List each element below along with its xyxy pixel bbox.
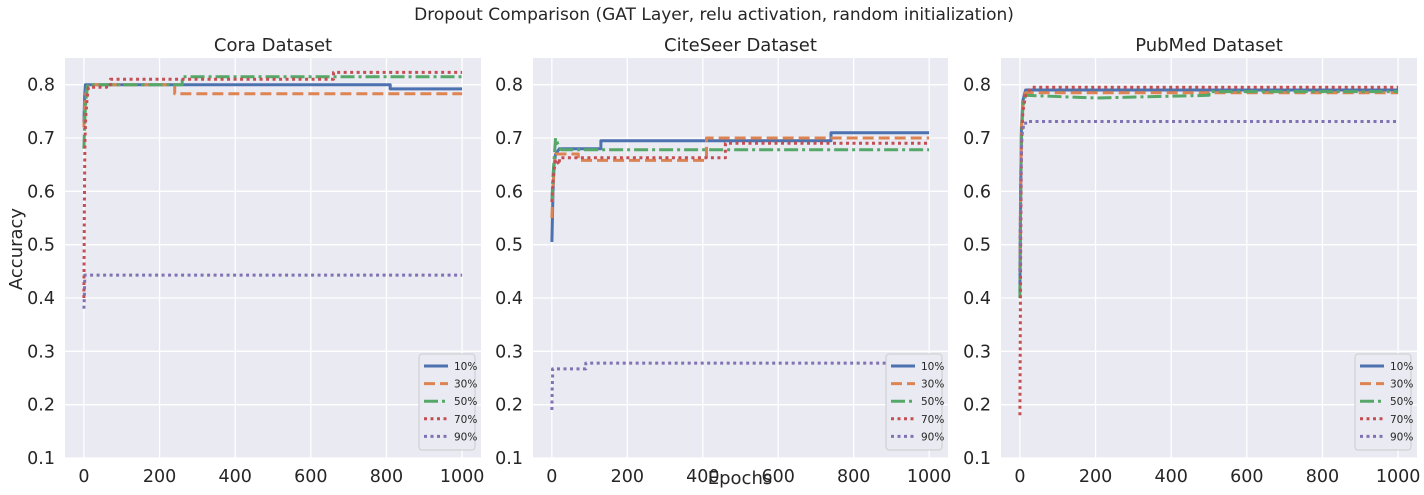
legend-label: 50% bbox=[1390, 396, 1413, 408]
y-tick-label: 0.8 bbox=[963, 76, 991, 96]
plot-background bbox=[533, 58, 948, 458]
x-tick-label: 800 bbox=[370, 467, 403, 487]
x-tick-label: 600 bbox=[294, 467, 327, 487]
x-tick-label: 0 bbox=[78, 467, 89, 487]
y-tick-label: 0.7 bbox=[495, 129, 523, 149]
legend-label: 10% bbox=[921, 361, 944, 373]
legend-label: 30% bbox=[921, 379, 944, 391]
y-tick-label: 0.7 bbox=[963, 129, 991, 149]
plot-background bbox=[65, 58, 481, 458]
x-tick-label: 200 bbox=[1079, 467, 1112, 487]
legend-label: 90% bbox=[921, 431, 944, 443]
legend-box bbox=[418, 353, 476, 451]
chart-panel: 0 200 400 600 800 1000 0.1 0.2 0.3 0.4 0.5 0.6 0.7 0.… bbox=[495, 35, 951, 487]
x-tick-label: 200 bbox=[143, 467, 176, 487]
chart-panel: 0 200 400 600 800 1000 0.1 0.2 0.3 0.4 0.5 0.6 0.7 0.… bbox=[27, 35, 484, 487]
y-tick-label: 0.1 bbox=[27, 449, 55, 469]
legend-label: 50% bbox=[454, 396, 477, 408]
legend-label: 70% bbox=[454, 414, 477, 426]
legend-label: 10% bbox=[1390, 361, 1413, 373]
chart-title: CiteSeer Dataset bbox=[664, 35, 817, 56]
legend-box bbox=[885, 353, 943, 451]
x-tick-label: 0 bbox=[1014, 467, 1025, 487]
y-tick-label: 0.4 bbox=[963, 289, 991, 309]
x-tick-label: 1000 bbox=[1376, 467, 1421, 487]
x-tick-label: 0 bbox=[546, 467, 557, 487]
y-tick-label: 0.6 bbox=[27, 182, 55, 202]
y-tick-label: 0.2 bbox=[495, 396, 523, 416]
y-tick-label: 0.2 bbox=[27, 396, 55, 416]
legend-label: 90% bbox=[1390, 431, 1413, 443]
legend-label: 30% bbox=[1390, 379, 1413, 391]
plot-background bbox=[1001, 58, 1417, 458]
x-tick-label: 200 bbox=[611, 467, 644, 487]
chart-title: Cora Dataset bbox=[214, 35, 332, 56]
legend: 10% 30% 50% 70% 90% bbox=[885, 353, 944, 451]
series-line-90pct bbox=[82, 273, 463, 309]
y-tick-label: 0.2 bbox=[963, 396, 991, 416]
x-tick-label: 1000 bbox=[907, 467, 952, 487]
x-tick-label: 1000 bbox=[440, 467, 485, 487]
y-tick-label: 0.5 bbox=[963, 236, 991, 256]
y-tick-label: 0.6 bbox=[963, 182, 991, 202]
x-tick-label: 800 bbox=[837, 467, 870, 487]
y-tick-label: 0.5 bbox=[495, 236, 523, 256]
y-tick-label: 0.5 bbox=[27, 236, 55, 256]
y-tick-label: 0.4 bbox=[27, 289, 55, 309]
x-tick-label: 400 bbox=[218, 467, 251, 487]
x-tick-label: 600 bbox=[762, 467, 795, 487]
x-tick-label: 400 bbox=[686, 467, 719, 487]
legend-label: 10% bbox=[454, 361, 477, 373]
y-tick-label: 0.6 bbox=[495, 182, 523, 202]
y-tick-label: 0.3 bbox=[27, 342, 55, 362]
series-line-70pct bbox=[82, 70, 463, 299]
legend-label: 90% bbox=[454, 431, 477, 443]
series-line-90pct bbox=[1018, 120, 1399, 272]
legend: 10% 30% 50% 70% 90% bbox=[418, 353, 477, 451]
y-tick-label: 0.1 bbox=[963, 449, 991, 469]
legend-label: 30% bbox=[454, 379, 477, 391]
legend-label: 70% bbox=[1390, 414, 1413, 426]
x-axis-label: Epochs bbox=[708, 468, 773, 489]
legend: 10% 30% 50% 70% 90% bbox=[1354, 353, 1413, 451]
legend-label: 70% bbox=[921, 414, 944, 426]
x-tick-label: 400 bbox=[1154, 467, 1187, 487]
y-tick-label: 0.8 bbox=[27, 76, 55, 96]
legend-label: 50% bbox=[921, 396, 944, 408]
y-tick-label: 0.3 bbox=[963, 342, 991, 362]
y-tick-label: 0.1 bbox=[495, 449, 523, 469]
y-axis-label: Accuracy bbox=[6, 208, 27, 291]
legend-box bbox=[1354, 353, 1412, 451]
x-tick-label: 800 bbox=[1306, 467, 1339, 487]
y-tick-label: 0.8 bbox=[495, 76, 523, 96]
chart-title: PubMed Dataset bbox=[1135, 35, 1283, 56]
series-line-90pct bbox=[550, 361, 930, 411]
figure-suptitle: Dropout Comparison (GAT Layer, relu acti… bbox=[414, 5, 1014, 25]
x-tick-label: 600 bbox=[1230, 467, 1263, 487]
y-tick-label: 0.7 bbox=[27, 129, 55, 149]
y-tick-label: 0.4 bbox=[495, 289, 523, 309]
y-tick-label: 0.3 bbox=[495, 342, 523, 362]
chart-panels: 0 200 400 600 800 1000 0.1 0.2 0.3 0.4 0.5 0.6 0.7 0.… bbox=[27, 35, 1420, 487]
chart-panel: 0 200 400 600 800 1000 0.1 0.2 0.3 0.4 0.5 0.6 0.7 0.… bbox=[963, 35, 1420, 487]
